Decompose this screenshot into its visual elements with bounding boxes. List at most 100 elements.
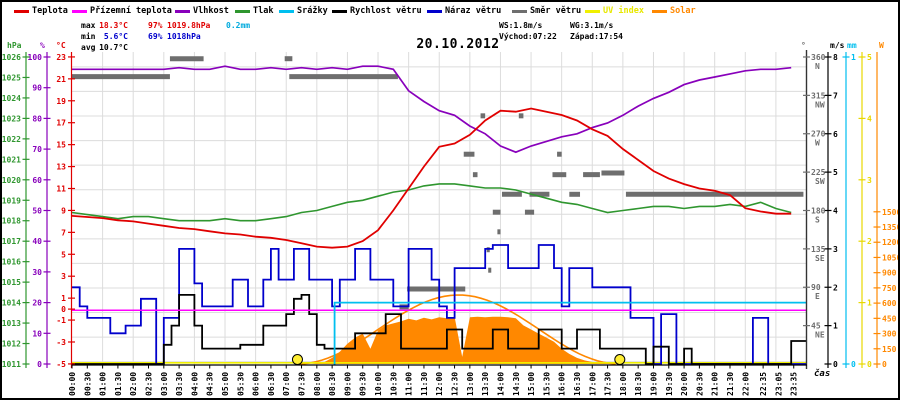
legend-label: Náraz větru [445,6,502,16]
svg-text:30: 30 [32,268,42,277]
svg-text:03:30: 03:30 [175,372,184,396]
svg-text:6: 6 [833,130,838,139]
svg-text:00:30: 00:30 [83,372,92,396]
svg-text:11:00: 11:00 [405,372,414,396]
svg-text:1: 1 [867,299,872,308]
svg-text:17: 17 [56,119,66,128]
svg-text:09:30: 09:30 [359,372,368,396]
svg-text:1350: 1350 [882,223,898,232]
svg-text:0: 0 [882,360,887,369]
svg-text:19:30: 19:30 [665,372,674,396]
svg-text:12:30: 12:30 [451,372,460,396]
svg-text:45: 45 [811,322,821,331]
svg-text:2: 2 [833,283,838,292]
svg-text:90: 90 [32,84,42,93]
svg-text:3: 3 [867,176,872,185]
svg-text:1: 1 [851,53,856,62]
stat-avg-label: avg [81,43,96,52]
svg-text:23: 23 [56,53,66,62]
svg-text:22:35: 22:35 [759,372,768,396]
svg-text:1011: 1011 [2,360,21,369]
series-wind-direction [72,56,804,310]
axis-unit-headers: hPa% °C ° m/s mm W [7,41,884,50]
svg-text:15:00: 15:00 [527,372,536,396]
svg-text:22:00: 22:00 [741,372,750,396]
svg-text:02:30: 02:30 [145,372,154,396]
svg-text:600: 600 [882,299,897,308]
svg-text:1014: 1014 [2,299,21,308]
svg-text:13:00: 13:00 [466,372,475,396]
svg-text:80: 80 [32,114,42,123]
series-precipitation [333,301,806,365]
svg-text:1020: 1020 [2,176,21,185]
series-solar-clearsky [297,294,616,365]
svg-text:08:30: 08:30 [328,372,337,396]
svg-text:20:30: 20:30 [695,372,704,396]
svg-text:300: 300 [882,330,897,339]
legend-swatch-icon [175,9,190,13]
legend-swatch-icon [235,9,250,13]
svg-text:20: 20 [32,299,42,308]
svg-text:3: 3 [61,272,66,281]
stat-max-pressure: 1019.8hPa [167,21,211,30]
legend-item-7: Náraz větru [427,6,501,16]
axis-pressure: 1026 1025 1024 1023 1022 1021 1020 1019 1018 1017… [2,52,30,369]
legend-item-1: Teplota [14,6,68,16]
svg-text:02:00: 02:00 [129,372,138,396]
legend-swatch-icon [332,9,347,13]
axis-uv: 5 4 3 2 1 0 [858,52,872,369]
legend-label: Srážky [297,6,328,16]
svg-text:1012: 1012 [2,340,21,349]
svg-text:180: 180 [811,206,826,215]
svg-text:0: 0 [833,360,838,369]
svg-text:1013: 1013 [2,319,21,328]
svg-text:5: 5 [833,168,838,177]
svg-text:1: 1 [833,322,838,331]
stat-min-label: min [81,32,96,41]
svg-text:1016: 1016 [2,258,21,267]
svg-text:270: 270 [811,130,826,139]
svg-text:17:30: 17:30 [604,372,613,396]
legend-label: Rychlost větru [350,6,422,16]
svg-text:°C: °C [56,41,66,50]
svg-text:08:00: 08:00 [313,372,322,396]
legend-label: Přízemní teplota [90,6,172,16]
svg-text:1022: 1022 [2,135,21,144]
legend-item-9: UV index [585,6,644,16]
svg-text:09:00: 09:00 [343,372,352,396]
svg-text:150: 150 [882,345,897,354]
svg-text:-1: -1 [56,316,66,325]
svg-text:90: 90 [811,283,821,292]
svg-text:225: 225 [811,168,826,177]
svg-text:100: 100 [28,53,43,62]
svg-text:1025: 1025 [2,73,21,82]
svg-text:1: 1 [61,294,66,303]
legend-item-8: Směr větru [512,6,581,16]
svg-text:06:00: 06:00 [252,372,261,396]
svg-text:NW: NW [815,100,825,109]
stat-avg-temp: 10.7°C [99,43,128,52]
svg-text:10:30: 10:30 [389,372,398,396]
svg-text:1017: 1017 [2,237,21,246]
svg-text:10:00: 10:00 [374,372,383,396]
svg-text:7: 7 [61,228,66,237]
svg-text:12:00: 12:00 [435,372,444,396]
series-pressure [71,183,792,222]
svg-text:0: 0 [867,360,872,369]
legend-label: Solar [670,6,696,16]
sunset-marker-icon [614,354,626,365]
svg-text:00:00: 00:00 [68,372,77,396]
svg-text:450: 450 [882,314,897,323]
svg-text:16:30: 16:30 [573,372,582,396]
legend-label: UV index [603,6,644,16]
svg-text:10: 10 [32,329,42,338]
svg-text:2: 2 [867,237,872,246]
svg-text:1015: 1015 [2,278,21,287]
svg-text:05:30: 05:30 [236,372,245,396]
series-temperature [71,107,792,249]
legend-swatch-icon [279,9,294,13]
svg-text:1023: 1023 [2,114,21,123]
svg-text:5: 5 [61,250,66,259]
